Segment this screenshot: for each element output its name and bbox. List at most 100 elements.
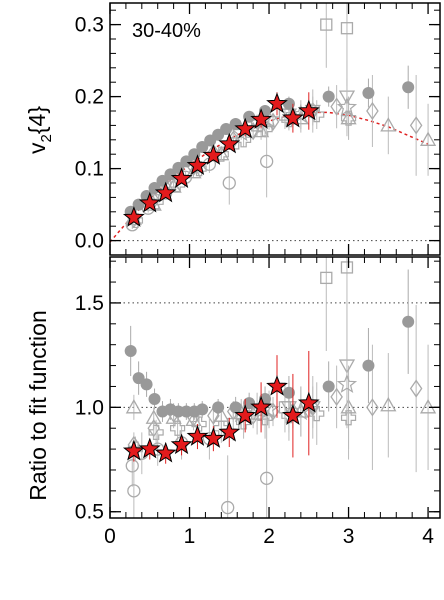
data-point: [336, 373, 358, 393]
data-point: [336, 96, 358, 117]
y-tick-label: 0.5: [75, 501, 104, 524]
data-point: [340, 410, 357, 426]
data-layer: [122, 257, 437, 518]
y-tick-label: 0.0: [75, 230, 104, 253]
data-point: [122, 439, 145, 461]
data-point: [366, 101, 379, 121]
data-point: [169, 420, 186, 436]
data-point: [202, 144, 225, 165]
series-open-cross: [127, 96, 357, 229]
data-point: [191, 416, 207, 432]
data-layer: [110, 3, 437, 243]
data-point: [260, 471, 274, 485]
data-point: [419, 131, 437, 146]
data-point: [234, 404, 257, 425]
data-point: [186, 154, 209, 175]
data-point: [409, 379, 423, 398]
y-tick-label: 0.2: [75, 86, 104, 109]
data-point: [409, 116, 423, 135]
x-tick-label: 4: [422, 525, 434, 548]
x-tick-label: 1: [184, 525, 196, 548]
data-point: [125, 459, 139, 473]
data-point: [170, 167, 193, 188]
data-point: [402, 81, 415, 94]
x-tick-label: 2: [263, 525, 275, 548]
data-point: [402, 315, 415, 328]
data-point: [207, 143, 220, 162]
y-axis-title: v2{4}: [24, 106, 55, 154]
series-open-tri-up: [125, 96, 437, 226]
data-point: [297, 391, 320, 413]
data-point: [221, 500, 235, 515]
series-star: [122, 350, 320, 464]
data-point: [282, 386, 295, 399]
data-point: [229, 401, 242, 414]
series-filled-circle: [124, 65, 415, 218]
y-tick-label: 1.0: [75, 396, 104, 419]
data-point: [282, 404, 304, 425]
data-point: [196, 141, 209, 153]
data-point: [164, 168, 177, 181]
x-tick-label: 0: [104, 525, 116, 548]
data-point: [154, 441, 177, 463]
series-filled-circle: [124, 269, 415, 422]
top-panel: 0.0 0.1 0.2 0.3 30-40% v2{4}: [24, 2, 441, 256]
y-axis-title: Ratio to fit function: [25, 310, 51, 501]
data-point: [138, 437, 161, 459]
data-point: [380, 117, 397, 132]
data-point: [250, 108, 272, 129]
y-tick-label: 0.3: [75, 14, 104, 37]
data-point: [218, 420, 241, 442]
data-point: [380, 396, 397, 412]
plot-frame: [109, 256, 441, 519]
bottom-panel: 0.5 1.0 1.5 0 1 2 3 4 Ratio to fit function: [25, 256, 441, 548]
series-star: [122, 92, 320, 227]
data-point: [125, 399, 142, 414]
data-point: [127, 484, 141, 498]
data-point: [297, 99, 320, 121]
data-point: [218, 132, 241, 154]
data-point: [170, 433, 193, 455]
data-point: [322, 380, 335, 393]
data-point: [260, 154, 274, 169]
data-point: [122, 206, 145, 227]
data-point: [320, 18, 333, 31]
data-point: [340, 110, 357, 126]
y-tick-label: 1.5: [75, 292, 104, 315]
data-point: [220, 123, 233, 135]
data-point: [320, 271, 333, 285]
data-point: [138, 191, 161, 213]
data-point: [243, 397, 256, 410]
panel-label: 30-40%: [132, 20, 201, 42]
data-point: [202, 427, 225, 448]
data-point: [124, 344, 137, 357]
data-point: [147, 419, 161, 438]
data-point: [234, 117, 257, 139]
x-tick-label: 3: [343, 525, 355, 548]
y-axis-title-tail: {4}: [24, 106, 50, 134]
data-point: [330, 387, 343, 407]
data-point: [419, 399, 437, 414]
data-point: [196, 403, 209, 416]
data-point: [243, 110, 256, 123]
data-point: [340, 22, 354, 35]
data-point: [340, 261, 354, 274]
plot-frame: [109, 2, 441, 256]
y-tick-label: 0.1: [75, 158, 104, 181]
data-point: [250, 395, 272, 417]
data-point: [362, 87, 375, 99]
data-point: [154, 181, 177, 203]
data-point: [212, 401, 225, 414]
data-point: [362, 359, 375, 372]
data-point: [222, 176, 236, 190]
data-point: [266, 375, 288, 396]
data-point: [282, 106, 304, 128]
y-axis-title-sub: 2: [38, 134, 55, 142]
data-point: [266, 92, 288, 114]
data-point: [180, 155, 193, 168]
data-point: [140, 378, 153, 391]
data-point: [186, 425, 209, 446]
y-axis-title-main: v: [24, 142, 50, 154]
data-point: [322, 90, 335, 103]
